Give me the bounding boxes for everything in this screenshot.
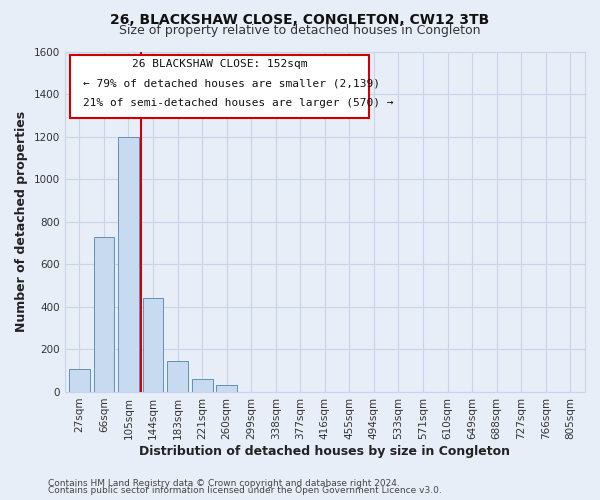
Y-axis label: Number of detached properties: Number of detached properties <box>15 111 28 332</box>
Bar <box>69 368 90 392</box>
Bar <box>191 379 212 392</box>
Text: 26, BLACKSHAW CLOSE, CONGLETON, CW12 3TB: 26, BLACKSHAW CLOSE, CONGLETON, CW12 3TB <box>110 12 490 26</box>
X-axis label: Distribution of detached houses by size in Congleton: Distribution of detached houses by size … <box>139 444 511 458</box>
Text: Size of property relative to detached houses in Congleton: Size of property relative to detached ho… <box>119 24 481 37</box>
Bar <box>94 236 115 392</box>
Bar <box>167 361 188 392</box>
Text: Contains HM Land Registry data © Crown copyright and database right 2024.: Contains HM Land Registry data © Crown c… <box>48 478 400 488</box>
Text: ← 79% of detached houses are smaller (2,139): ← 79% of detached houses are smaller (2,… <box>83 78 380 88</box>
Text: Contains public sector information licensed under the Open Government Licence v3: Contains public sector information licen… <box>48 486 442 495</box>
Bar <box>118 136 139 392</box>
FancyBboxPatch shape <box>70 55 369 118</box>
Bar <box>216 384 237 392</box>
Text: 26 BLACKSHAW CLOSE: 152sqm: 26 BLACKSHAW CLOSE: 152sqm <box>132 59 307 69</box>
Bar <box>143 298 163 392</box>
Text: 21% of semi-detached houses are larger (570) →: 21% of semi-detached houses are larger (… <box>83 98 394 108</box>
